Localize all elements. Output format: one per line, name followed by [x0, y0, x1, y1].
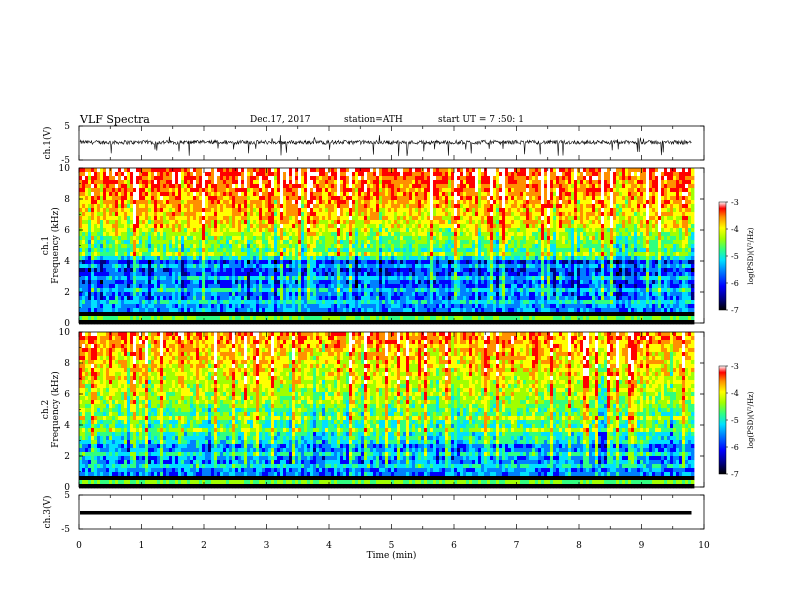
colorbar-tick-label: -4	[731, 389, 739, 398]
xtick-label: 0	[76, 541, 82, 551]
ytick-label: 5	[64, 491, 70, 501]
ytick-label: 8	[64, 359, 70, 369]
ch3-waveform-trace	[80, 510, 692, 515]
xtick-label: 2	[201, 541, 207, 551]
yaxis-label: ch.1(V)	[42, 127, 53, 160]
colorbar-tick-label: -7	[731, 470, 739, 479]
xtick-label: 1	[139, 541, 145, 551]
ytick-label: 6	[64, 226, 70, 236]
spectrogram-2	[79, 332, 695, 489]
ytick-label: -5	[61, 525, 70, 535]
colorbar-tick-label: -3	[731, 198, 739, 207]
ytick-label: 6	[64, 390, 70, 400]
colorbar-label: log(PSD)(V²/Hz)	[747, 391, 755, 448]
colorbar-tick-label: -5	[731, 416, 739, 425]
xtick-label: 4	[326, 541, 332, 551]
ytick-label: -5	[61, 156, 70, 166]
ytick-label: 8	[64, 195, 70, 205]
colorbar-tick-label: -7	[731, 306, 739, 315]
station-label: station=ATH	[344, 115, 403, 125]
colorbar-tick-label: -5	[731, 252, 739, 261]
xtick-label: 5	[389, 541, 395, 551]
colorbar-tick-label: -6	[731, 443, 739, 452]
ytick-label: 10	[59, 164, 71, 174]
ytick-label: 4	[64, 257, 70, 267]
colorbar-tick-label: -4	[731, 225, 739, 234]
date-label: Dec.17, 2017	[250, 115, 311, 125]
yaxis-label: Frequency (kHz)	[50, 207, 61, 284]
ytick-label: 4	[64, 421, 70, 431]
panel-label: ch.1	[41, 236, 51, 255]
ytick-label: 5	[64, 122, 70, 132]
colorbar-label: log(PSD)(V²/Hz)	[747, 227, 755, 284]
ch1-waveform-trace	[79, 135, 692, 157]
ytick-label: 0	[64, 483, 70, 493]
ytick-label: 2	[64, 452, 70, 462]
xtick-label: 8	[576, 541, 582, 551]
start-time-label: start UT = 7 :50: 1	[438, 115, 524, 125]
yaxis-label: ch.3(V)	[42, 496, 53, 529]
ytick-label: 10	[59, 328, 71, 338]
xtick-label: 3	[264, 541, 270, 551]
xtick-label: 6	[451, 541, 457, 551]
figure-title: VLF Spectra	[80, 113, 150, 126]
spectrogram-1	[79, 168, 695, 325]
xtick-label: 10	[698, 541, 710, 551]
colorbar-1	[718, 201, 727, 311]
xtick-label: 7	[514, 541, 520, 551]
ytick-label: 0	[64, 319, 70, 329]
colorbar-tick-label: -3	[731, 362, 739, 371]
colorbar-2	[718, 365, 727, 475]
colorbar-tick-label: -6	[731, 279, 739, 288]
yaxis-label: Frequency (kHz)	[50, 371, 61, 448]
ytick-label: 2	[64, 288, 70, 298]
xaxis-label: Time (min)	[367, 550, 417, 561]
panel-label: ch.2	[41, 400, 51, 419]
xtick-label: 9	[639, 541, 645, 551]
